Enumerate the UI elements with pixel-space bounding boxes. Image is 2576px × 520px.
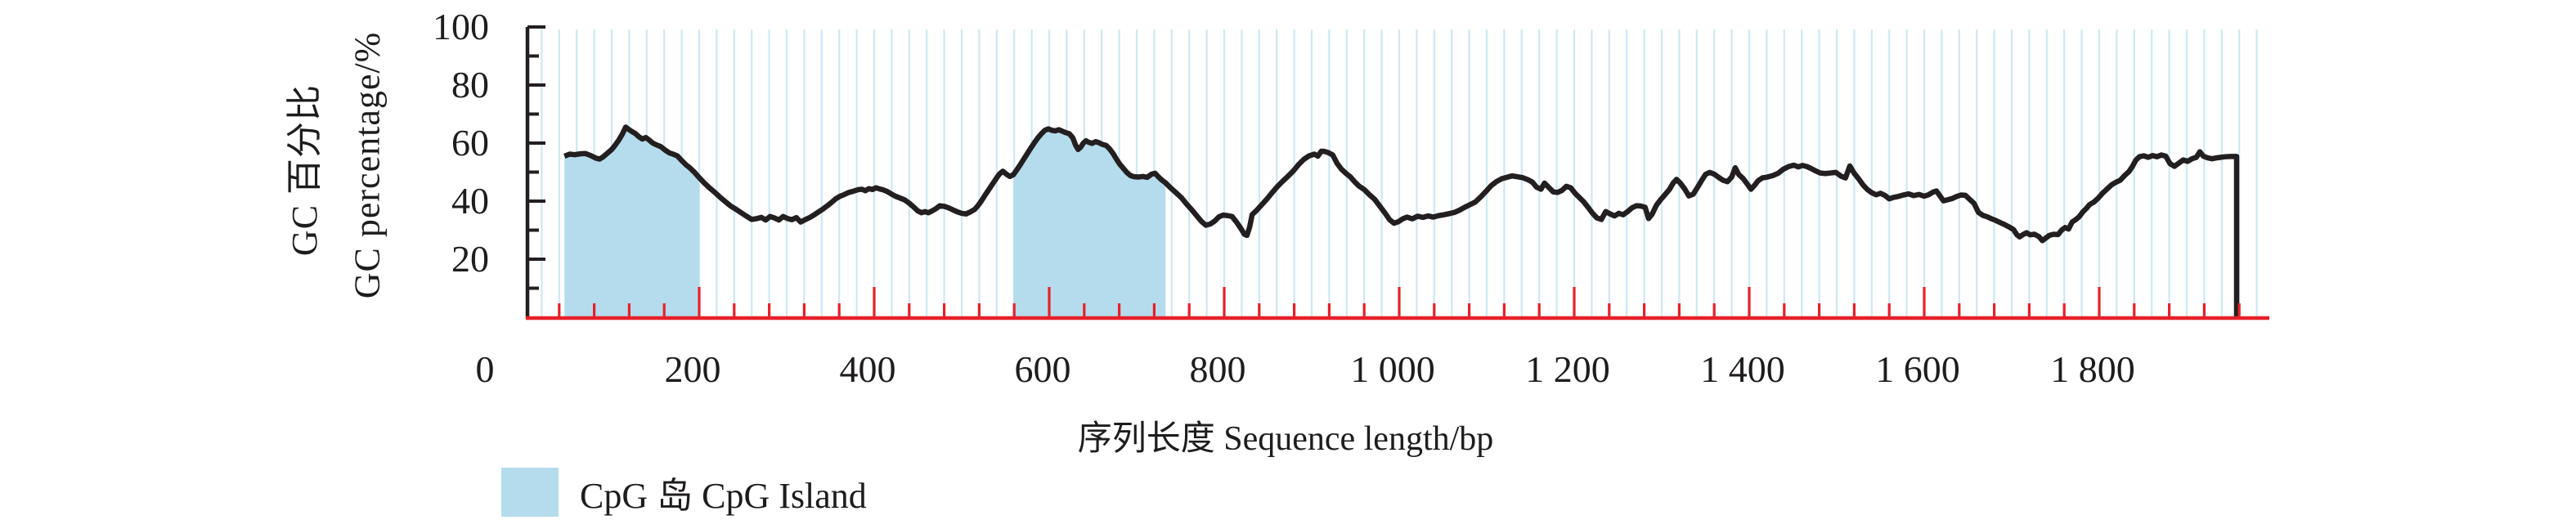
x-tick-label: 1 800: [2050, 348, 2135, 390]
y-tick-label: 80: [451, 64, 489, 105]
y-tick-label: 100: [433, 6, 489, 47]
x-tick-label: 400: [839, 348, 896, 390]
x-tick-label: 1 000: [1350, 348, 1435, 390]
cpg-island-legend-swatch: [501, 468, 559, 517]
x-tick-label: 800: [1189, 348, 1246, 390]
cpg-island-region: [1013, 128, 1166, 317]
x-tick-label: 200: [664, 348, 721, 390]
gc-percentage-curve: [563, 124, 2240, 317]
y-axis-title-zh: GC 百分比: [285, 83, 325, 257]
y-tick-label: 20: [451, 238, 489, 280]
cpg-island-region: [564, 127, 699, 317]
x-tick-label: 600: [1014, 348, 1071, 390]
x-tick-label: 0: [475, 348, 495, 390]
legend: CpG 岛 CpG Island: [501, 466, 867, 518]
x-tick-label: 1 600: [1875, 348, 1960, 390]
x-tick-label: 1 400: [1700, 348, 1785, 390]
x-tick-label: 1 200: [1525, 348, 1610, 390]
x-axis-title: 序列长度 Sequence length/bp: [1077, 420, 1494, 458]
y-tick-label: 40: [451, 180, 489, 222]
y-tick-label: 60: [451, 122, 489, 164]
cpg-island-legend-label: CpG 岛 CpG Island: [580, 476, 867, 516]
